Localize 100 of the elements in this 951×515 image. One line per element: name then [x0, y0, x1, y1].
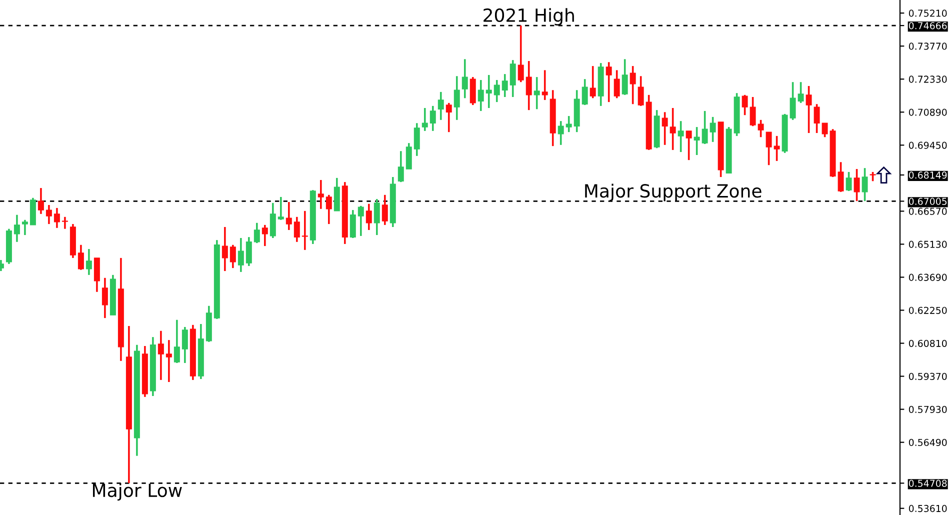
candlestick — [54, 207, 60, 229]
candlestick — [502, 73, 508, 98]
candlestick — [526, 60, 532, 111]
candlestick — [262, 224, 268, 247]
candlestick — [542, 69, 548, 101]
candlestick — [286, 201, 292, 231]
y-tick-label: 0.62250 — [908, 306, 947, 314]
candlestick — [758, 119, 764, 138]
candlestick — [630, 65, 636, 106]
candlestick — [86, 248, 92, 276]
candlestick — [182, 326, 188, 364]
candlestick — [246, 236, 252, 267]
candlestick — [742, 94, 748, 116]
candlestick — [678, 120, 684, 153]
candlestick — [14, 214, 20, 243]
candlestick — [614, 69, 620, 100]
candlestick — [374, 198, 380, 236]
candlestick — [302, 210, 308, 251]
y-tick-label: 0.53610 — [908, 504, 947, 512]
ref-line-label: Major Support Zone — [585, 184, 762, 202]
y-tick-label: 0.56490 — [908, 438, 947, 446]
candlestick — [702, 110, 708, 145]
candlestick — [414, 122, 420, 157]
candlestick — [590, 65, 596, 100]
candlestick — [838, 161, 844, 193]
candlestick — [766, 131, 772, 166]
candlestick — [870, 171, 876, 182]
candlestick — [606, 61, 612, 103]
candlestick — [94, 257, 100, 293]
candlestick — [494, 79, 500, 103]
candlestick — [774, 135, 780, 162]
candlestick — [806, 85, 812, 134]
candlestick — [78, 244, 84, 271]
candlestick — [798, 81, 804, 104]
y-tick-label: 0.57930 — [908, 406, 947, 414]
candlestick — [814, 103, 820, 134]
candlestick — [326, 194, 332, 225]
candlestick — [158, 330, 164, 381]
ref-line-label: 2021 High — [484, 8, 574, 26]
candlestick — [382, 194, 388, 226]
candlestick — [174, 318, 180, 364]
y-tick-label: 0.59370 — [908, 372, 947, 380]
y-tick-label: 0.69450 — [908, 142, 947, 149]
candlestick — [478, 79, 484, 112]
candlestick — [710, 116, 716, 143]
candlestick — [534, 76, 540, 110]
y-tick-label: 0.66570 — [908, 208, 947, 215]
candlestick — [854, 168, 860, 202]
candlestick — [558, 120, 564, 146]
y-tick-label: 0.54708 — [908, 480, 947, 487]
y-tick-label: 0.70890 — [908, 108, 947, 116]
candlestick — [406, 142, 412, 170]
candlestick — [622, 58, 628, 96]
candlestick — [270, 202, 276, 239]
candlestick — [662, 111, 668, 146]
candlestick — [238, 237, 244, 273]
candlestick — [422, 107, 428, 132]
y-tick-label: 0.67005 — [908, 198, 947, 205]
candlestick — [454, 75, 460, 121]
y-tick-label: 0.63690 — [908, 274, 947, 281]
candlestick — [510, 59, 516, 98]
candlestick — [638, 75, 644, 107]
candlestick — [750, 96, 756, 128]
candlestick — [22, 218, 28, 236]
candlestick — [582, 78, 588, 106]
candlestick — [446, 102, 452, 133]
candlestick — [318, 179, 324, 210]
candlestick — [790, 81, 796, 121]
candlestick — [358, 205, 364, 237]
candlestick — [462, 58, 468, 100]
y-tick-label: 0.73770 — [908, 42, 947, 50]
candlestick — [670, 107, 676, 151]
candlestick — [166, 339, 172, 383]
y-tick-label: 0.65130 — [908, 240, 947, 248]
candlestick — [254, 222, 260, 244]
y-tick-label: 0.72330 — [908, 76, 947, 83]
candlestick — [518, 24, 524, 83]
candlestick — [438, 91, 444, 121]
candlestick — [862, 167, 868, 202]
candlestick — [62, 216, 68, 230]
y-tick-label: 0.74666 — [908, 22, 947, 30]
candlestick — [470, 76, 476, 106]
candlestick — [222, 226, 228, 272]
candlestick — [230, 244, 236, 269]
candlestick — [294, 216, 300, 243]
y-tick-label: 0.60810 — [908, 340, 947, 347]
candlestick — [38, 187, 44, 215]
candlestick — [846, 171, 852, 192]
candlestick — [278, 196, 284, 221]
candlestick — [398, 150, 404, 183]
ref-line-label: Major Low — [92, 483, 182, 501]
y-tick-label: 0.68149 — [908, 172, 947, 179]
candlestick — [694, 126, 700, 156]
candlestick — [430, 105, 436, 132]
candlestick — [566, 115, 572, 133]
candlestick — [334, 177, 340, 212]
candlestick — [46, 204, 52, 225]
candlestick — [366, 202, 372, 231]
candlestick — [350, 209, 356, 239]
candlestick — [486, 74, 492, 109]
